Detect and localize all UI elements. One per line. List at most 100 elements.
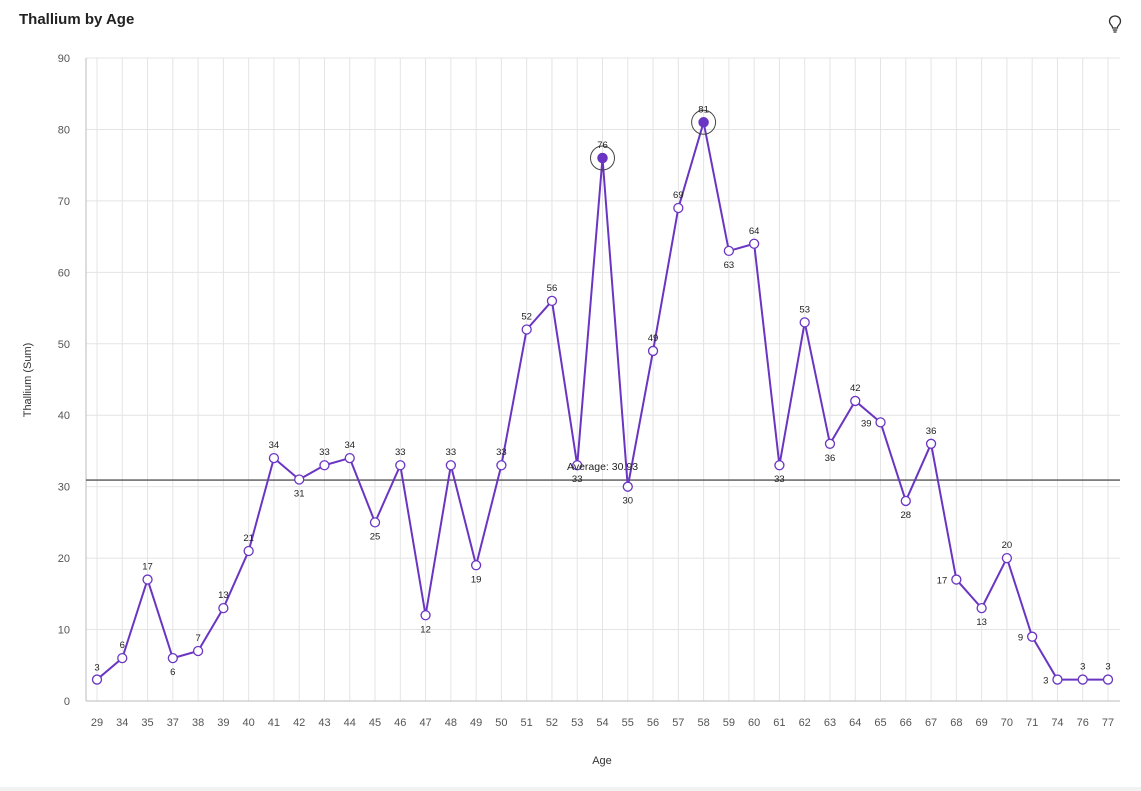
x-tick-label: 71 [1026,717,1038,729]
data-point[interactable] [91,674,103,685]
x-tick-label: 49 [470,717,482,729]
x-tick-label: 64 [849,717,861,729]
x-tick-label: 67 [925,717,937,729]
data-label: 12 [420,624,431,635]
data-label: 33 [319,447,330,458]
data-point[interactable] [572,460,583,471]
data-point[interactable] [319,460,330,471]
lightbulb-icon[interactable] [1106,14,1124,34]
data-point[interactable] [850,395,861,407]
data-point[interactable] [622,481,633,492]
data-label: 63 [724,260,735,271]
x-tick-label: 52 [546,717,558,729]
data-point[interactable] [445,460,457,471]
y-tick-label: 10 [58,625,70,637]
x-tick-label: 45 [369,717,381,729]
x-tick-label: 59 [723,717,735,729]
data-point[interactable] [900,495,911,507]
data-label: 49 [648,333,659,344]
data-point[interactable] [395,460,406,471]
x-tick-label: 62 [799,717,811,729]
data-label: 3 [1043,676,1048,687]
data-point[interactable] [521,324,532,335]
data-label: 7 [195,633,200,644]
data-label: 19 [471,574,482,585]
y-axis-title: Thallium (Sum) [22,343,34,418]
data-point[interactable] [647,345,659,357]
data-label: 31 [294,489,305,500]
x-tick-label: 43 [318,717,330,729]
data-point[interactable] [1001,552,1013,564]
y-tick-label: 40 [58,410,70,422]
x-tick-label: 74 [1051,717,1063,729]
data-label: 3 [1080,662,1085,673]
x-tick-label: 77 [1102,717,1114,729]
x-tick-label: 44 [344,717,356,729]
x-tick-label: 68 [950,717,962,729]
data-point[interactable] [723,245,735,257]
data-label: 13 [218,590,229,601]
data-point[interactable] [420,610,431,621]
x-tick-label: 55 [622,717,634,729]
data-label: 17 [937,576,948,587]
data-point[interactable] [1052,674,1063,685]
data-label: 33 [395,447,406,458]
x-tick-label: 57 [672,717,684,729]
y-tick-label: 0 [64,696,70,708]
data-point[interactable] [925,438,937,449]
y-tick-label: 30 [58,482,70,494]
x-tick-label: 39 [217,717,229,729]
data-point-highlighted[interactable] [698,117,709,128]
data-point[interactable] [142,574,153,585]
x-tick-label: 70 [1001,717,1013,729]
y-tick-label: 60 [58,267,70,279]
data-point[interactable] [1027,631,1038,642]
data-point[interactable] [294,474,305,485]
data-point-highlighted[interactable] [597,152,608,164]
data-point[interactable] [470,560,482,571]
data-point[interactable] [192,645,204,657]
x-tick-label: 48 [445,717,457,729]
y-tick-label: 90 [58,53,70,65]
data-label: 25 [370,531,381,542]
data-label: 13 [976,617,987,628]
data-point[interactable] [344,452,355,464]
data-point[interactable] [1102,674,1114,685]
x-tick-label: 69 [976,717,988,729]
data-label: 36 [825,453,836,464]
data-point[interactable] [875,417,886,428]
x-tick-label: 60 [748,717,760,729]
data-point[interactable] [546,295,558,307]
data-label: 21 [243,533,254,544]
x-tick-label: 53 [571,717,583,729]
data-point[interactable] [799,317,810,328]
x-tick-label: 38 [192,717,204,729]
data-point[interactable] [673,202,684,214]
data-point[interactable] [976,602,987,614]
data-label: 52 [521,311,532,322]
x-tick-label: 56 [647,717,659,729]
x-tick-label: 76 [1077,717,1089,729]
data-point[interactable] [1077,674,1088,685]
highlight-ring [590,145,615,171]
data-point[interactable] [218,602,229,614]
data-label: 20 [1002,540,1013,551]
data-point[interactable] [268,452,280,464]
x-tick-label: 46 [394,717,406,729]
data-point[interactable] [496,460,507,471]
data-point[interactable] [167,652,178,664]
data-point[interactable] [117,652,128,664]
x-tick-label: 61 [773,717,785,729]
data-point[interactable] [369,517,381,528]
data-point[interactable] [749,238,760,249]
data-point[interactable] [824,438,836,449]
data-label: 69 [673,190,684,201]
data-label: 33 [572,474,583,485]
average-label: Average: 30.93 [567,461,638,473]
data-label: 17 [142,562,153,573]
data-point[interactable] [951,574,962,585]
data-point[interactable] [774,460,785,471]
data-point[interactable] [243,545,254,557]
